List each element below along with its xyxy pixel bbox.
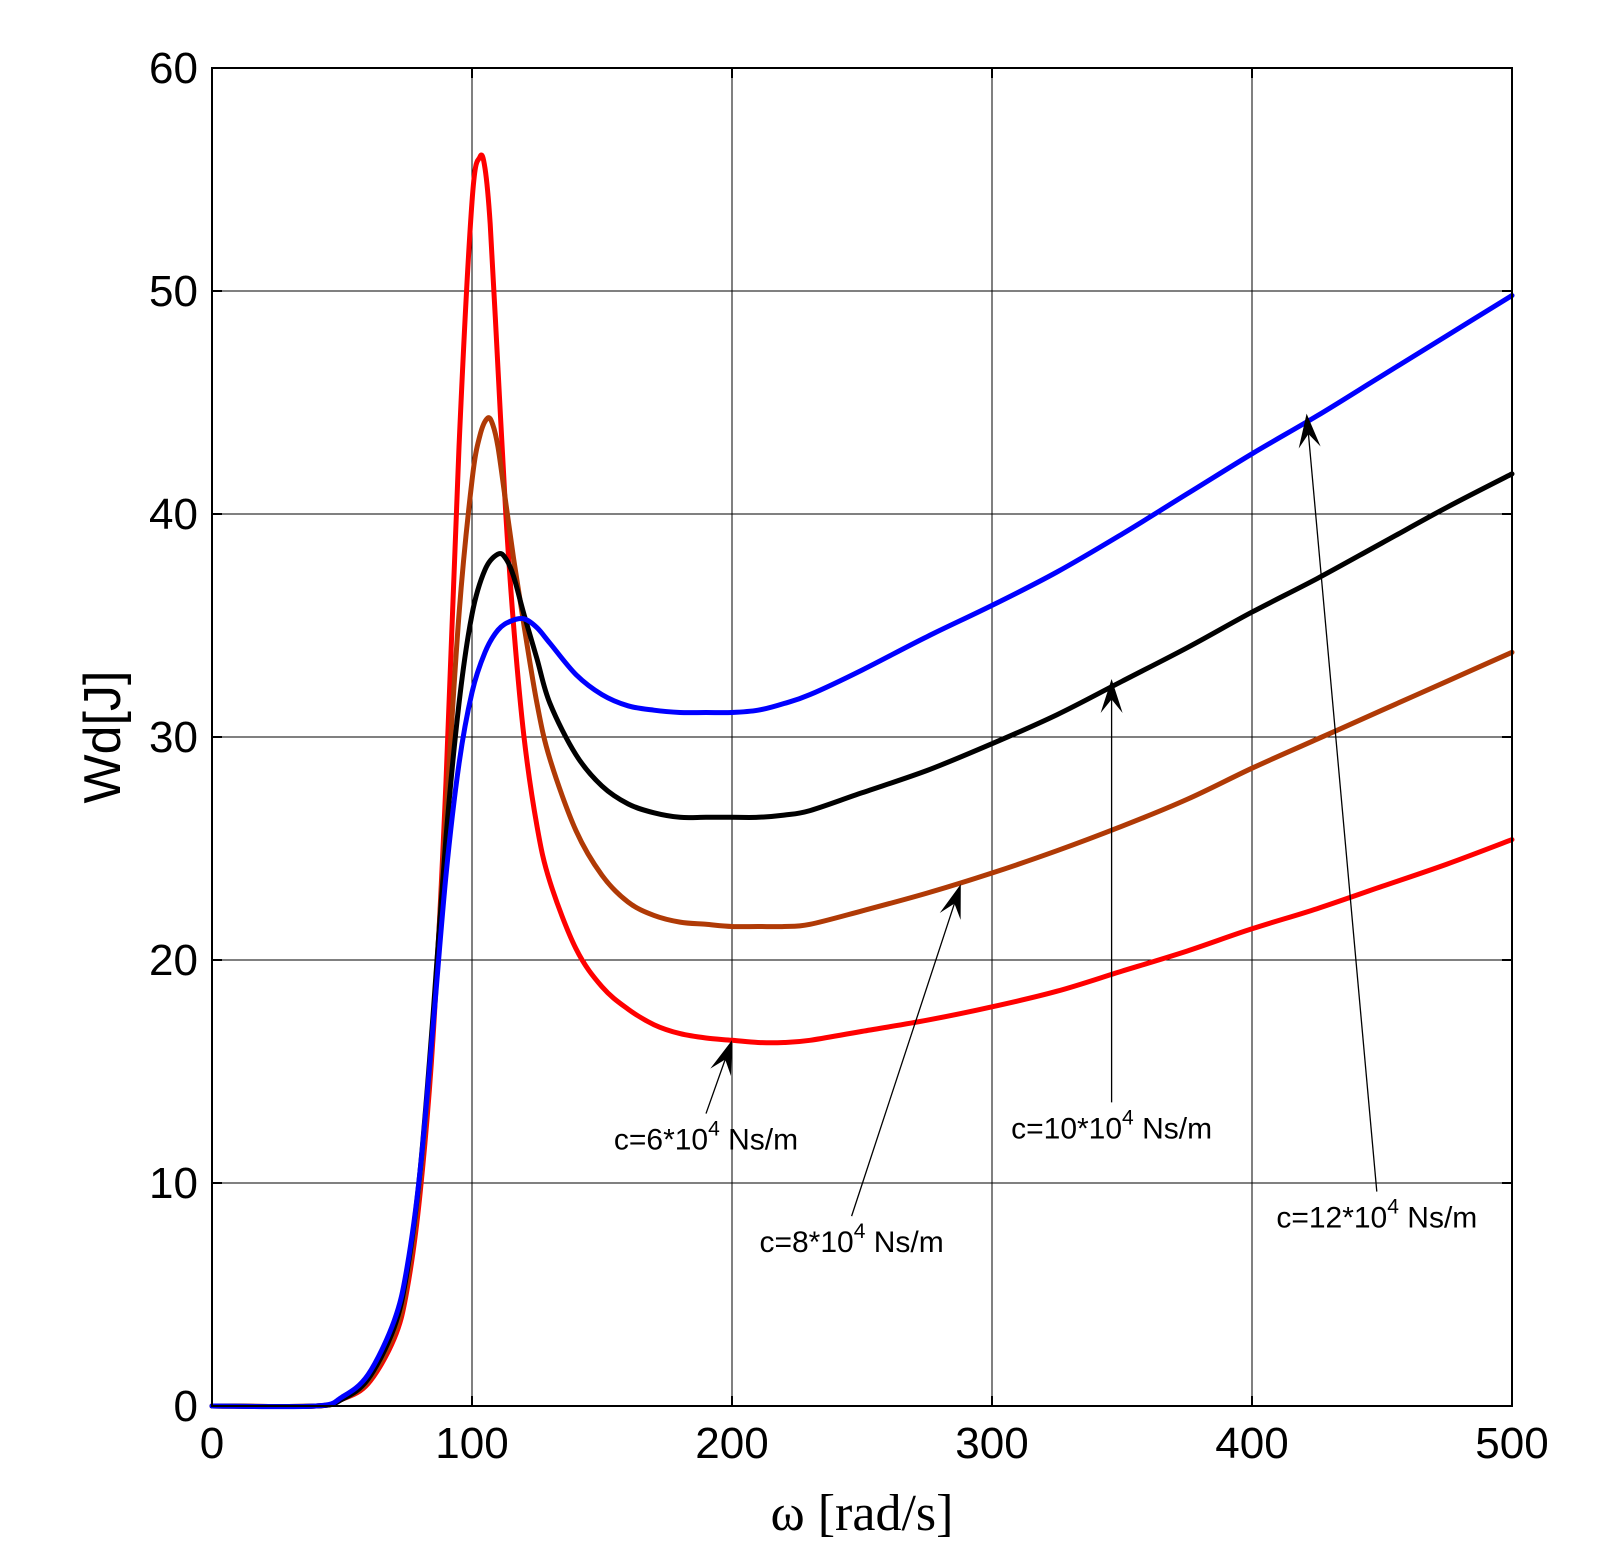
annotations: c=6*104 Ns/mc=8*104 Ns/mc=10*104 Ns/mc=1…: [614, 413, 1477, 1259]
annotation-label: c=8*104 Ns/m: [759, 1220, 943, 1259]
x-tick-label: 0: [200, 1419, 224, 1468]
y-tick-label: 10: [149, 1159, 198, 1208]
y-tick-label: 40: [149, 490, 198, 539]
grid-lines: [211, 67, 1513, 1407]
annotation-label: c=12*104 Ns/m: [1276, 1196, 1477, 1235]
annotation-label-exponent: 4: [708, 1118, 720, 1141]
x-tick-label: 500: [1475, 1419, 1548, 1468]
annotation-label-exponent: 4: [1122, 1106, 1134, 1129]
annotation-label-unit: Ns/m: [1134, 1112, 1212, 1145]
annotation-label-base: c=8*10: [759, 1226, 853, 1259]
y-tick-label: 0: [174, 1382, 198, 1431]
annotation-label-unit: Ns/m: [865, 1226, 943, 1259]
annotation-label-exponent: 4: [1387, 1196, 1399, 1219]
x-tick-label: 100: [435, 1419, 508, 1468]
x-tick-label: 200: [695, 1419, 768, 1468]
annotation-label-base: c=6*10: [614, 1124, 708, 1157]
y-tick-label: 50: [149, 267, 198, 316]
annotation-arrowhead: [710, 1040, 732, 1077]
annotation-arrowhead: [1100, 679, 1123, 714]
annotation-label-unit: Ns/m: [720, 1124, 798, 1157]
y-tick-label: 60: [149, 44, 198, 93]
annotation-arrowhead: [939, 884, 961, 920]
x-tick-label: 300: [955, 1419, 1028, 1468]
x-tick-label: 400: [1215, 1419, 1288, 1468]
annotation-leader-line: [705, 1059, 726, 1114]
y-tick-label: 30: [149, 713, 198, 762]
annotation-label-base: c=12*10: [1276, 1202, 1387, 1235]
series-line: [209, 293, 1515, 1410]
annotation-label-base: c=10*10: [1011, 1112, 1122, 1145]
annotation-leader-line: [850, 903, 956, 1217]
annotation-leader-line: [1307, 433, 1378, 1192]
y-tick-labels: 0 10 20 30 40 50 60: [149, 44, 198, 1431]
x-tick-labels: 0 100 200 300 400 500: [200, 1419, 1549, 1468]
annotation-label: c=10*104 Ns/m: [1011, 1106, 1212, 1145]
x-axis-label: ω [rad/s]: [771, 1485, 954, 1542]
annotation-label-unit: Ns/m: [1399, 1202, 1477, 1235]
y-axis-label: Wd[J]: [74, 671, 132, 804]
tick-marks: [211, 67, 1513, 1407]
annotation-label: c=6*104 Ns/m: [614, 1118, 798, 1157]
annotation-arrowhead: [1298, 413, 1321, 449]
y-tick-label: 20: [149, 936, 198, 985]
annotation-label-exponent: 4: [854, 1220, 866, 1243]
